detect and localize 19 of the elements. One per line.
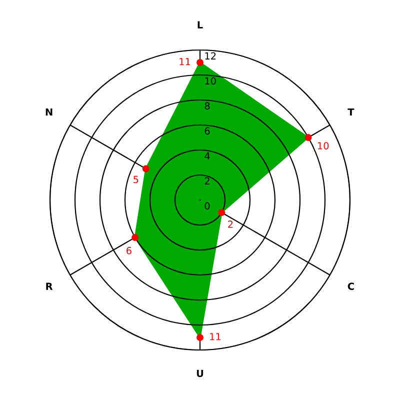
spoke-label: T — [348, 108, 354, 116]
spoke-label: N — [46, 108, 52, 116]
data-label: 5 — [134, 176, 138, 184]
data-label: 6 — [126, 246, 132, 254]
data-label: 11 — [210, 333, 220, 340]
y-tick-label: 2 — [204, 177, 210, 184]
spoke-label: U — [196, 370, 204, 378]
data-label: 2 — [228, 220, 233, 228]
data-label: 10 — [318, 142, 329, 150]
spoke-label: C — [348, 282, 354, 290]
y-tick-label: 6 — [204, 127, 210, 135]
spoke-label: R — [46, 282, 53, 290]
data-label: 11 — [180, 58, 190, 66]
y-tick-label: 12 — [205, 52, 216, 60]
y-tick-label: 10 — [205, 77, 216, 85]
spoke-label: L — [198, 21, 203, 28]
y-tick-label: 0 — [204, 202, 210, 210]
y-tick-label: 8 — [204, 102, 210, 110]
y-tick-label: 4 — [204, 152, 210, 160]
